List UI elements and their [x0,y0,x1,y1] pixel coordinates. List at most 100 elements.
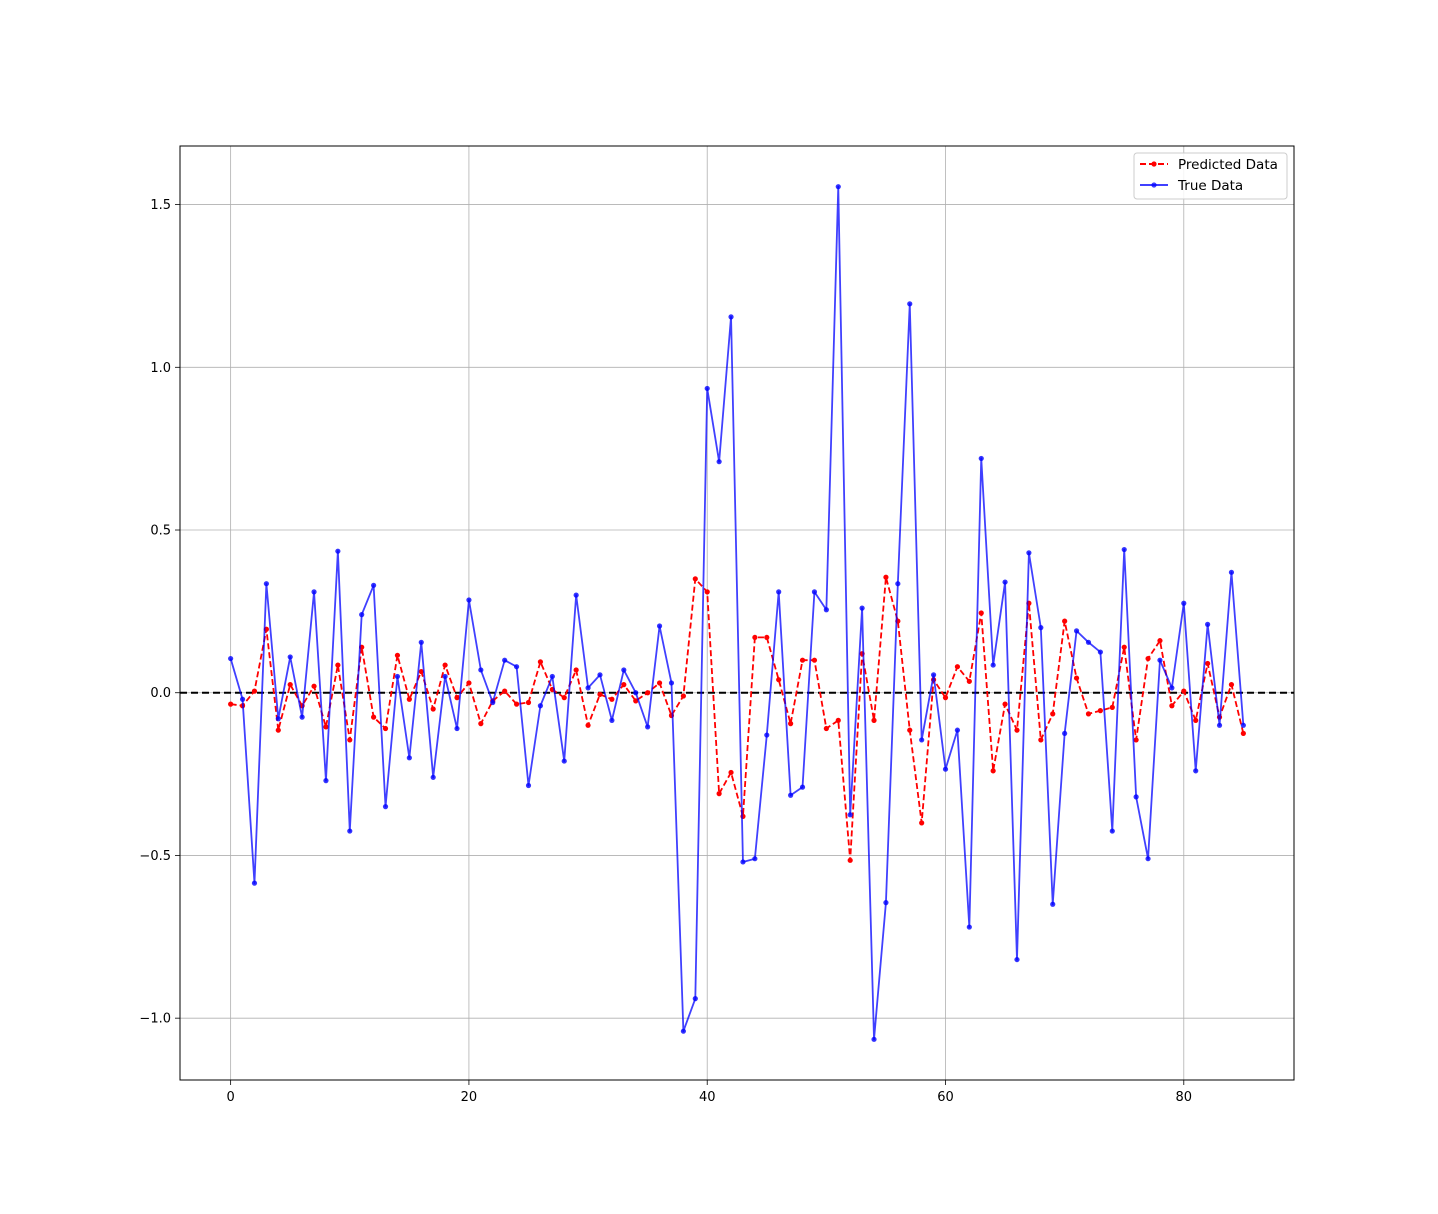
true-data-point [776,589,782,595]
true-data-point [668,680,675,686]
predicted-data-point [275,727,281,733]
true-data-point [454,725,460,732]
predicted-data-point [371,714,377,720]
true-data-point [597,672,603,678]
predicted-data-point [1133,737,1139,743]
true-data-point [1157,657,1163,663]
true-data-point [1002,579,1008,585]
predicted-data-series [228,574,1246,863]
true-data-point [1050,901,1056,907]
true-data-point [1169,685,1175,691]
x-tick-label: 0 [226,1090,234,1105]
predicted-data-point [764,634,770,641]
true-data-point [1205,621,1211,627]
legend-predicted-marker [1151,161,1157,167]
predicted-data-point [228,701,234,707]
true-data-point [978,455,984,462]
true-data-point [942,766,949,772]
data-series [228,184,1246,1042]
true-data-point [251,880,258,886]
true-data-point [883,900,889,906]
true-data-point [371,582,377,588]
predicted-data-point [1014,727,1020,733]
true-data-point [394,673,401,680]
predicted-data-point [1121,644,1127,650]
predicted-data-point [1085,711,1092,717]
legend-box [1133,152,1288,200]
y-tick-label: 1.5 [150,198,171,213]
true-data-point [930,672,937,678]
predicted-data-point [776,677,782,683]
y-tick-label: 1.0 [150,361,171,376]
true-data-point [835,184,841,190]
predicted-data-point [919,820,925,826]
predicted-data-point [382,725,389,732]
predicted-data-point [883,574,889,580]
x-tick-label: 60 [937,1090,954,1105]
predicted-data-point [716,791,722,797]
true-data-point [1216,722,1223,728]
predicted-data-point [525,699,532,706]
predicted-data-point [323,724,329,730]
legend: Predicted Data True Data [1133,152,1288,200]
true-data-point [645,724,651,730]
predicted-data-point [1181,688,1187,694]
y-tick-label: 0.0 [150,686,171,701]
predicted-data-point [942,695,949,701]
predicted-data-point [1193,717,1199,723]
predicted-data-point [513,701,520,707]
predicted-data-point [597,691,603,697]
true-data-point [633,690,639,696]
predicted-data-point [537,659,544,665]
y-axis: −1.0 −0.5 0.0 0.5 1.0 1.5 [139,198,180,1027]
true-data-point [788,792,794,798]
true-data-series [228,184,1246,1042]
x-tick-label: 20 [461,1090,478,1105]
true-data-line [229,185,1245,1041]
predicted-data-point [502,688,508,694]
true-data-point [466,597,472,603]
x-tick-label: 40 [699,1090,716,1105]
predicted-data-point [823,725,829,732]
true-data-point [680,1028,686,1034]
true-data-point [919,737,925,743]
predicted-data-point [847,857,853,863]
true-data-point [1062,730,1068,737]
y-tick-label: 0.5 [150,524,171,539]
predicted-data-point [1228,682,1235,688]
true-data-point [1240,722,1246,728]
predicted-data-point [466,680,472,686]
predicted-data-point [1240,730,1246,737]
true-data-point [895,581,901,587]
true-data-point [859,605,865,611]
true-data-point [1109,828,1115,834]
predicted-data-point [609,696,615,702]
true-data-point [811,589,818,595]
predicted-data-point [752,634,758,641]
true-data-point [442,673,448,680]
predicted-data-point [978,610,984,616]
true-data-point [430,774,436,780]
true-data-point [239,696,246,702]
predicted-data-point [728,769,734,776]
predicted-data-point [1109,704,1115,710]
true-data-point [537,703,544,709]
true-data-point [263,581,269,587]
true-data-point [799,784,806,790]
predicted-data-point [788,721,794,727]
true-data-point [478,667,484,673]
predicted-data-point [1038,737,1044,743]
true-data-point [525,782,532,789]
plot-frame [179,145,1295,1081]
true-data-point [954,727,961,733]
predicted-data-point [335,662,341,668]
predicted-data-point [1002,701,1008,707]
legend-predicted-label: Predicted Data [1178,157,1278,173]
predicted-data-point [585,722,591,728]
true-data-point [823,607,829,613]
true-data-point [621,667,627,673]
true-data-point [418,639,424,645]
true-data-point [1228,569,1235,575]
true-data-point [907,301,913,307]
predicted-data-point [1097,708,1103,714]
